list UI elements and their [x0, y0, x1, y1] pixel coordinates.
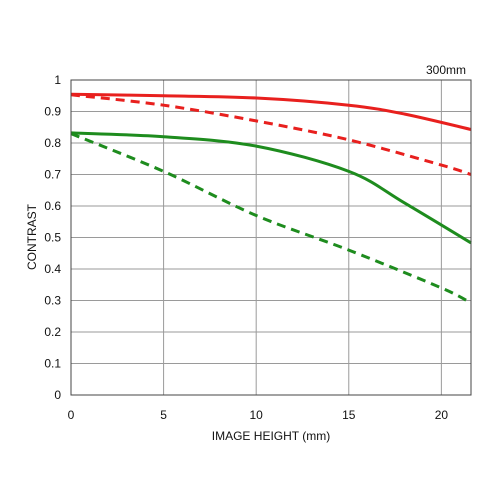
- x-tick-label: 5: [160, 408, 167, 422]
- y-tick-label: 0.4: [44, 262, 61, 276]
- x-tick-label: 15: [342, 408, 356, 422]
- x-tick-label: 20: [435, 408, 449, 422]
- x-tick-label: 0: [68, 408, 75, 422]
- x-tick-label: 10: [250, 408, 264, 422]
- focal-length-label: 300mm: [426, 63, 466, 77]
- series-layer: [70, 92, 472, 305]
- y-tick-label: 1: [54, 73, 61, 87]
- series-line-red-solid: [70, 92, 472, 131]
- y-tick-label: 0.2: [44, 325, 61, 339]
- x-axis-title: IMAGE HEIGHT (mm): [212, 429, 330, 443]
- series-line-red-dashed: [70, 93, 472, 176]
- y-tick-label: 0.6: [44, 199, 61, 213]
- y-tick-label: 0.5: [44, 231, 61, 245]
- y-tick-label: 0.3: [44, 294, 61, 308]
- series-line-green-solid: [70, 131, 472, 245]
- y-tick-labels: 0 0.1 0.2 0.3 0.4 0.5 0.6 0.7 0.8 0.9 1: [44, 73, 61, 402]
- y-tick-label: 0.7: [44, 168, 61, 182]
- y-tick-label: 0.8: [44, 136, 61, 150]
- x-tick-labels: 0 5 10 15 20: [68, 408, 449, 422]
- y-tick-label: 0.9: [44, 105, 61, 119]
- y-tick-label: 0.1: [44, 357, 61, 371]
- y-axis-title: CONTRAST: [25, 203, 39, 270]
- series-line-green-dashed: [70, 132, 472, 305]
- plot-frame: [70, 79, 472, 396]
- y-tick-label: 0: [54, 388, 61, 402]
